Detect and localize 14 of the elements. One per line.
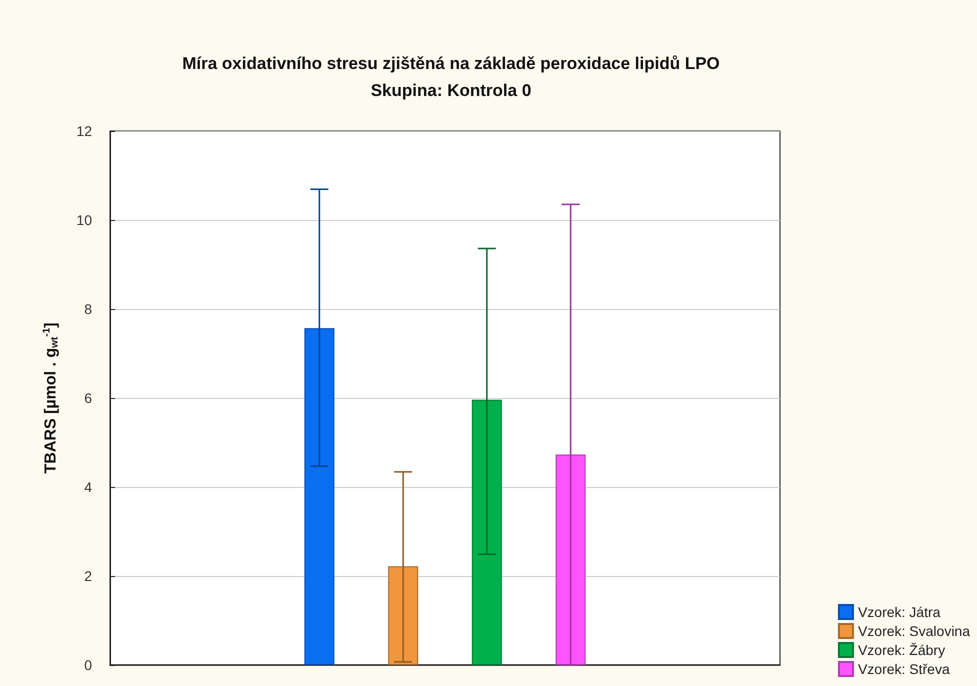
legend-label: Vzorek: Střeva: [858, 661, 950, 677]
y-tick-label: 8: [84, 301, 92, 317]
y-tick-label: 6: [84, 390, 92, 406]
y-tick-label: 12: [76, 123, 92, 139]
legend-label: Vzorek: Játra: [858, 604, 941, 620]
y-axis-title: TBARS [µmol . gwt-1]: [42, 322, 60, 474]
legend-label: Vzorek: Žábry: [858, 642, 946, 658]
chart-subtitle: Skupina: Kontrola 0: [370, 81, 532, 100]
legend-label: Vzorek: Svalovina: [858, 623, 970, 639]
y-tick-label: 0: [84, 657, 92, 673]
y-tick-label: 4: [84, 479, 92, 495]
chart-title: Míra oxidativního stresu zjištěná na základě peroxidace lipidů LPO: [182, 54, 720, 73]
y-tick-label: 2: [84, 568, 92, 584]
y-tick-label: 10: [76, 212, 92, 228]
